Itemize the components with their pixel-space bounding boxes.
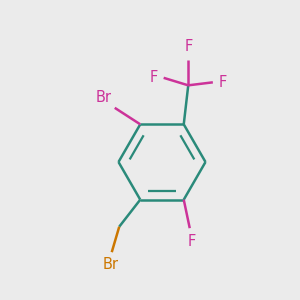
Text: F: F [184,39,192,54]
Text: F: F [187,234,195,249]
Text: Br: Br [95,90,111,105]
Text: F: F [150,70,158,85]
Text: F: F [218,75,226,90]
Text: Br: Br [102,257,118,272]
